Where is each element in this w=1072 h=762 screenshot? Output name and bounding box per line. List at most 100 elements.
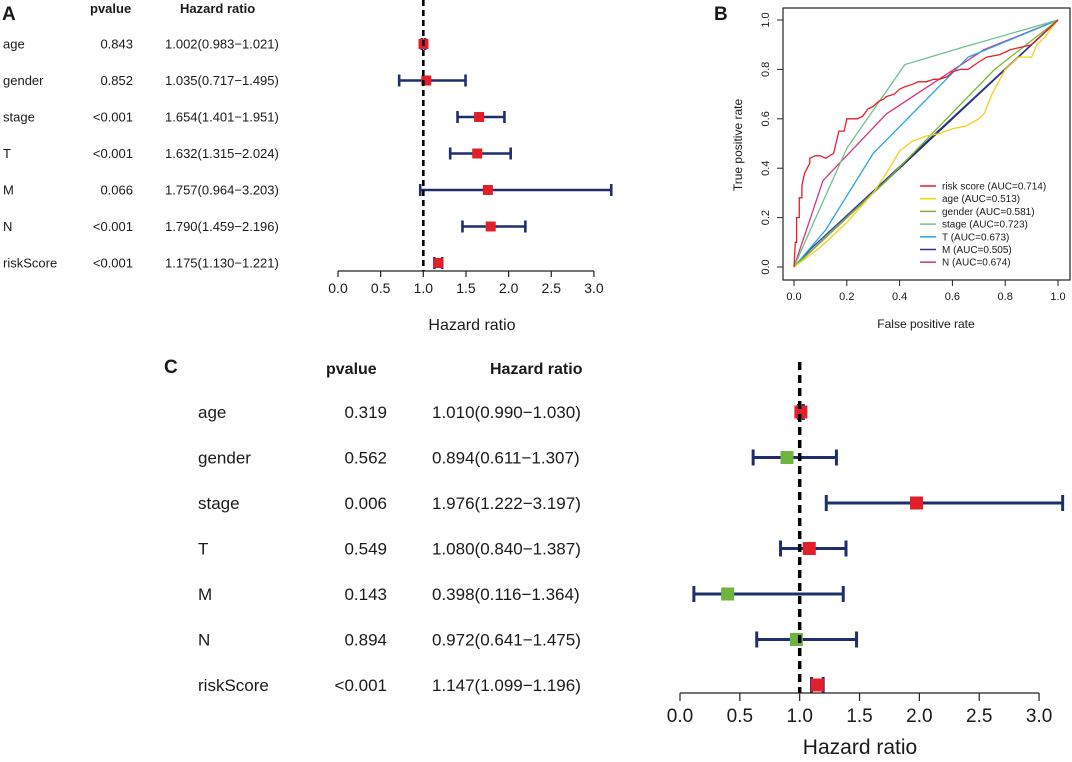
panel-b-y-axis-title: True positive rate	[731, 99, 745, 192]
row-pvalue: 0.319	[344, 403, 387, 422]
row-pvalue: 0.562	[344, 448, 387, 467]
panel-a-pvalue-header: pvalue	[90, 1, 131, 16]
row-pvalue: 0.549	[344, 539, 387, 558]
panel-c-label: C	[164, 357, 178, 378]
hr-point	[810, 678, 824, 692]
row-hr-text: 1.790(1.459−2.196)	[165, 219, 279, 234]
panel-a-plot: age 0.843 1.002(0.983−1.021) gender 0.852 1.0…	[3, 0, 613, 296]
hr-point	[482, 185, 493, 195]
row-pvalue: <0.001	[93, 146, 133, 161]
row-label: T	[3, 146, 11, 161]
x-tick-label: 3.0	[1026, 706, 1052, 727]
panel-c-pvalue-header: pvalue	[326, 361, 377, 378]
row-pvalue: <0.001	[93, 256, 133, 271]
legend-entry: stage (AUC=0.723)	[942, 220, 1028, 231]
legend-entry: gender (AUC=0.581)	[942, 207, 1035, 218]
row-label: T	[198, 539, 208, 558]
x-tick-label: 0.6	[945, 291, 960, 303]
panel-a-x-axis-title: Hazard ratio	[428, 317, 515, 334]
row-label: gender	[198, 448, 251, 467]
panel-b-label: B	[714, 4, 728, 25]
row-hr-text: 0.398(0.116−1.364)	[432, 585, 580, 604]
roc-curve	[793, 19, 1059, 268]
x-tick-label: 1.0	[1050, 291, 1065, 303]
roc-curve	[793, 19, 1059, 268]
hr-point	[485, 221, 496, 232]
panel-b-plot: 0.0 0.0 0.2 0.2 0.4 0.4 0.6 0.6 0.8 0.8 1.0 1.0 risk…	[760, 7, 1071, 303]
row-pvalue: <0.001	[93, 219, 133, 234]
row-hr-text: 1.147(1.099−1.196)	[432, 676, 581, 695]
roc-curve	[793, 19, 1059, 268]
hr-point	[433, 258, 444, 268]
row-label: M	[198, 585, 212, 604]
row-hr-text: 0.972(0.641−1.475)	[432, 630, 581, 649]
x-tick-label: 2.0	[499, 280, 519, 296]
roc-frame	[782, 7, 1071, 281]
row-label: stage	[198, 494, 240, 513]
hr-point	[794, 405, 808, 419]
y-tick-label: 0.6	[760, 111, 772, 126]
row-pvalue: 0.066	[100, 183, 133, 198]
row-label: riskScore	[198, 676, 269, 695]
row-hr-text: 1.002(0.983−1.021)	[165, 37, 279, 52]
row-label: age	[198, 403, 226, 422]
y-tick-label: 0.4	[760, 161, 772, 176]
row-hr-text: 1.757(0.964−3.203)	[165, 183, 279, 198]
row-pvalue: <0.001	[93, 110, 133, 125]
hr-point	[802, 542, 816, 555]
hr-point	[780, 451, 794, 464]
x-tick-label: 0.4	[892, 291, 907, 303]
row-hr-text: 0.894(0.611−1.307)	[432, 448, 580, 467]
row-pvalue: 0.843	[100, 37, 133, 52]
panel-b-x-axis-title: False positive rate	[877, 317, 975, 331]
x-tick-label: 0.2	[839, 291, 854, 303]
row-hr-text: 1.654(1.401−1.951)	[165, 110, 279, 125]
row-label: M	[3, 183, 14, 198]
panel-a: A pvalue Hazard ratio Hazard ratio age 0.…	[2, 0, 613, 334]
row-hr-text: 1.035(0.717−1.495)	[165, 73, 279, 88]
legend-entry: N (AUC=0.674)	[942, 258, 1011, 269]
x-tick-label: 0.0	[328, 280, 348, 296]
x-tick-label: 1.0	[414, 280, 434, 296]
y-tick-label: 0.2	[760, 210, 772, 225]
panel-c-plot: age 0.319 1.010(0.990−1.030) gender 0.562 0.8…	[198, 362, 1065, 727]
row-label: N	[198, 630, 210, 649]
panel-c-hr-header: Hazard ratio	[490, 361, 583, 378]
row-hr-text: 1.175(1.130−1.221)	[165, 256, 279, 271]
x-tick-label: 0.0	[667, 706, 693, 727]
x-tick-label: 3.0	[584, 280, 604, 296]
x-tick-label: 2.5	[542, 280, 562, 296]
legend-entry: M (AUC=0.505)	[942, 245, 1012, 256]
x-tick-label: 0.0	[786, 291, 801, 303]
row-label: age	[3, 37, 25, 52]
row-label: riskScore	[3, 256, 57, 271]
y-tick-label: 1.0	[760, 12, 772, 27]
hr-point	[910, 496, 924, 510]
row-hr-text: 1.080(0.840−1.387)	[432, 539, 581, 558]
panel-c-x-axis-title: Hazard ratio	[803, 736, 917, 759]
row-pvalue: 0.894	[344, 630, 387, 649]
x-tick-label: 2.5	[966, 706, 992, 727]
panel-a-hr-header: Hazard ratio	[180, 1, 255, 16]
hr-point	[472, 148, 483, 159]
row-pvalue: <0.001	[335, 676, 387, 695]
x-tick-label: 0.8	[998, 291, 1013, 303]
row-hr-text: 1.976(1.222−3.197)	[432, 494, 581, 513]
x-tick-label: 0.5	[727, 706, 753, 727]
roc-curve	[793, 19, 1059, 268]
panel-c: C pvalue Hazard ratio Hazard ratio age 0.…	[164, 357, 1065, 759]
row-label: gender	[3, 73, 44, 88]
panel-a-label: A	[2, 4, 16, 25]
legend-entry: age (AUC=0.513)	[942, 194, 1020, 205]
row-hr-text: 1.632(1.315−2.024)	[165, 146, 279, 161]
row-label: stage	[3, 110, 35, 125]
y-tick-label: 0.0	[760, 259, 772, 274]
panel-b: B False positive rate True positive rate…	[714, 4, 1071, 331]
y-tick-label: 0.8	[760, 62, 772, 77]
x-tick-label: 2.0	[906, 706, 932, 727]
row-pvalue: 0.006	[344, 494, 387, 513]
x-tick-label: 1.0	[786, 706, 812, 727]
hr-point	[421, 75, 432, 86]
